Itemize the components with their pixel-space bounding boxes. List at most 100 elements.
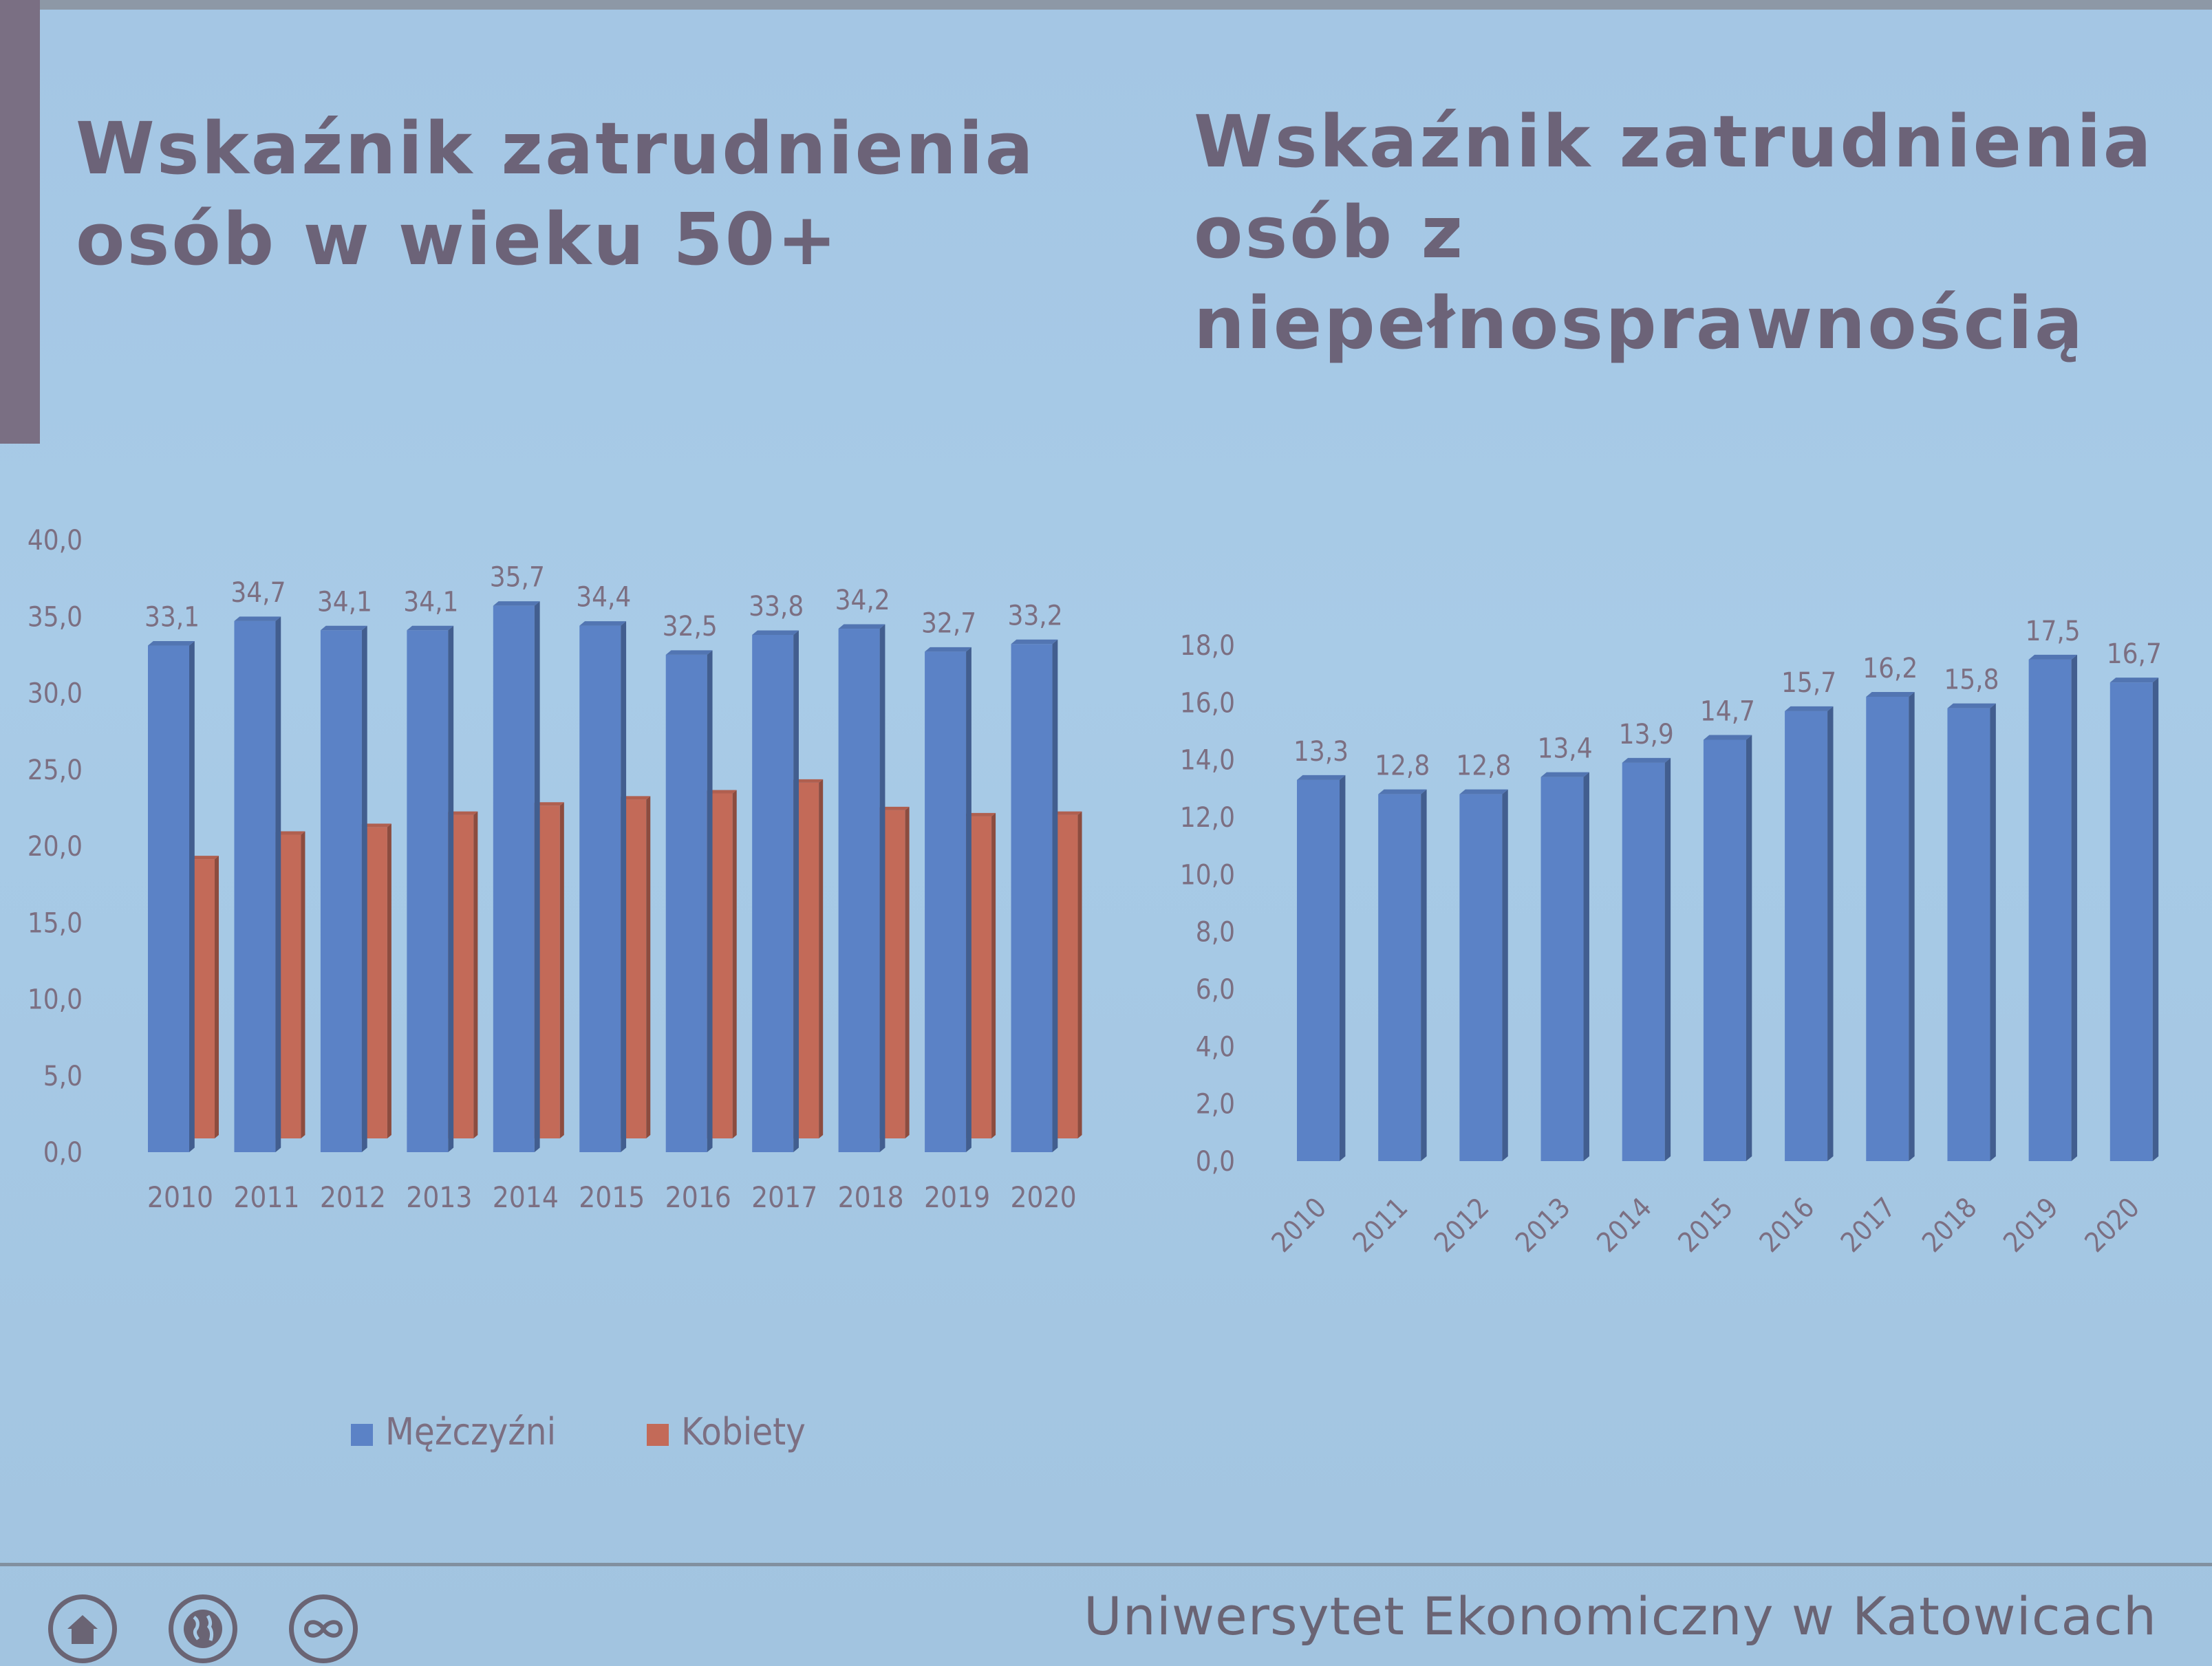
- data-label-mezczyzni: 34,1: [317, 586, 372, 618]
- data-label-mezczyzni: 33,1: [144, 602, 200, 634]
- bar-mezczyzni-2013: [407, 625, 454, 1152]
- x-tick-label: 2017: [751, 1180, 817, 1214]
- data-label: 15,8: [1944, 664, 1999, 696]
- data-label-mezczyzni: 33,8: [749, 591, 804, 623]
- data-label-mezczyzni: 35,7: [490, 562, 545, 594]
- x-tick-label: 2020: [2079, 1192, 2146, 1259]
- infinity-icon[interactable]: [289, 1594, 358, 1663]
- x-tick-label: 2015: [579, 1180, 645, 1214]
- bar-2020: [2109, 678, 2159, 1161]
- x-tick-label: 2018: [838, 1180, 904, 1214]
- bar-mezczyzni-2018: [838, 624, 885, 1152]
- data-label-mezczyzni: 34,7: [230, 577, 286, 609]
- legend-label-kobiety: Kobiety: [681, 1410, 806, 1453]
- x-tick-label: 2012: [320, 1180, 386, 1214]
- bar-mezczyzni-2011: [234, 616, 281, 1152]
- x-tick-label: 2015: [1673, 1192, 1739, 1259]
- slide-top-edge: [0, 0, 2212, 10]
- x-tick-label: 2012: [1428, 1192, 1495, 1259]
- y-tick-label: 10,0: [28, 984, 83, 1016]
- y-tick-label: 0,0: [43, 1137, 83, 1169]
- bar-mezczyzni-2016: [665, 650, 713, 1152]
- data-label-mezczyzni: 33,2: [1007, 600, 1062, 631]
- employment-50plus-chart: 0,0 5,0 10,0 15,0 20,0 25,0 30,0 35,0 40,0 33,1 20…: [28, 525, 1082, 1453]
- legend-swatch-kobiety: [647, 1424, 669, 1446]
- x-tick-label: 2010: [147, 1180, 213, 1214]
- data-label-mezczyzni: 34,1: [403, 586, 458, 618]
- x-tick-label: 2020: [1010, 1180, 1076, 1214]
- data-label: 13,4: [1537, 733, 1592, 765]
- chart-title-left: Wskaźnik zatrudnienia osób w wieku 50+: [76, 107, 1035, 281]
- y-tick-label: 20,0: [28, 831, 83, 863]
- y-tick-label: 18,0: [1180, 630, 1235, 662]
- bar-2014: [1622, 757, 1671, 1161]
- y-tick-label: 30,0: [28, 678, 83, 710]
- bar-mezczyzni-2017: [752, 630, 799, 1152]
- data-label: 12,8: [1375, 750, 1430, 782]
- x-tick-label: 2014: [1591, 1192, 1658, 1259]
- bar-mezczyzni-2012: [320, 625, 367, 1152]
- slide-accent-bar: [0, 0, 40, 444]
- x-tick-label: 2019: [924, 1180, 990, 1214]
- data-label: 17,5: [2026, 616, 2081, 647]
- y-tick-label: 8,0: [1196, 917, 1235, 949]
- x-tick-label: 2018: [1916, 1192, 1983, 1259]
- data-label: 16,7: [2107, 638, 2162, 670]
- globe-icon[interactable]: [169, 1594, 237, 1663]
- footer-divider: [0, 1563, 2212, 1566]
- bar-2019: [2028, 654, 2078, 1161]
- home-icon[interactable]: [48, 1594, 117, 1663]
- x-tick-label: 2019: [1997, 1192, 2064, 1259]
- bar-mezczyzni-2015: [579, 621, 627, 1152]
- x-tick-label: 2014: [493, 1180, 559, 1214]
- data-label: 13,3: [1293, 736, 1349, 768]
- data-label: 14,7: [1700, 696, 1755, 728]
- legend-swatch-mezczyzni: [351, 1424, 373, 1446]
- y-tick-label: 10,0: [1180, 859, 1235, 891]
- bar-mezczyzni-2014: [493, 601, 540, 1152]
- bar-2017: [1866, 692, 1915, 1161]
- x-tick-label: 2013: [1510, 1192, 1576, 1259]
- chart-title-right: Wskaźnik zatrudnienia osób z niepełnospr…: [1194, 100, 2154, 365]
- bar-mezczyzni-2020: [1011, 639, 1058, 1152]
- bar-2016: [1785, 706, 1834, 1161]
- bar-mezczyzni-2019: [925, 647, 971, 1152]
- data-label-mezczyzni: 34,2: [835, 585, 890, 616]
- data-label-mezczyzni: 34,4: [576, 582, 631, 614]
- x-tick-label: 2010: [1266, 1192, 1333, 1259]
- x-tick-label: 2016: [1754, 1192, 1821, 1259]
- data-label: 15,7: [1781, 667, 1836, 699]
- x-tick-label: 2017: [1835, 1192, 1902, 1259]
- bar-2011: [1378, 789, 1427, 1161]
- x-tick-label: 2011: [1347, 1192, 1414, 1259]
- bar-2015: [1703, 735, 1752, 1161]
- y-tick-label: 6,0: [1196, 974, 1235, 1006]
- data-label-mezczyzni: 32,7: [921, 607, 976, 639]
- y-tick-label: 40,0: [28, 525, 83, 556]
- data-label: 12,8: [1456, 750, 1511, 782]
- y-tick-label: 12,0: [1180, 802, 1235, 834]
- y-tick-label: 15,0: [28, 907, 83, 939]
- y-tick-label: 2,0: [1196, 1089, 1235, 1121]
- data-label-mezczyzni: 32,5: [663, 611, 718, 642]
- y-tick-label: 16,0: [1180, 687, 1235, 719]
- data-label: 13,9: [1619, 719, 1674, 750]
- data-label: 16,2: [1862, 653, 1918, 684]
- bar-2013: [1540, 772, 1589, 1161]
- y-tick-label: 4,0: [1196, 1031, 1235, 1063]
- bar-2012: [1459, 789, 1508, 1161]
- bar-2018: [1947, 703, 1996, 1161]
- y-tick-label: 14,0: [1180, 745, 1235, 777]
- y-tick-label: 25,0: [28, 755, 83, 786]
- y-tick-label: 35,0: [28, 601, 83, 633]
- footer-institution: Uniwersytet Ekonomiczny w Katowicach: [1083, 1586, 2157, 1647]
- x-tick-label: 2013: [406, 1180, 472, 1214]
- x-tick-label: 2011: [233, 1180, 299, 1214]
- y-tick-label: 0,0: [1196, 1146, 1235, 1178]
- bar-mezczyzni-2010: [148, 641, 195, 1152]
- employment-disability-chart: 0,0 2,0 4,0 6,0 8,0 10,0 12,0 14,0 16,0 18,0 13,3 2…: [1180, 616, 2162, 1259]
- legend-label-mezczyzni: Mężczyźni: [385, 1410, 556, 1453]
- x-tick-label: 2016: [665, 1180, 731, 1214]
- bar-2010: [1297, 775, 1346, 1161]
- y-tick-label: 5,0: [43, 1061, 83, 1092]
